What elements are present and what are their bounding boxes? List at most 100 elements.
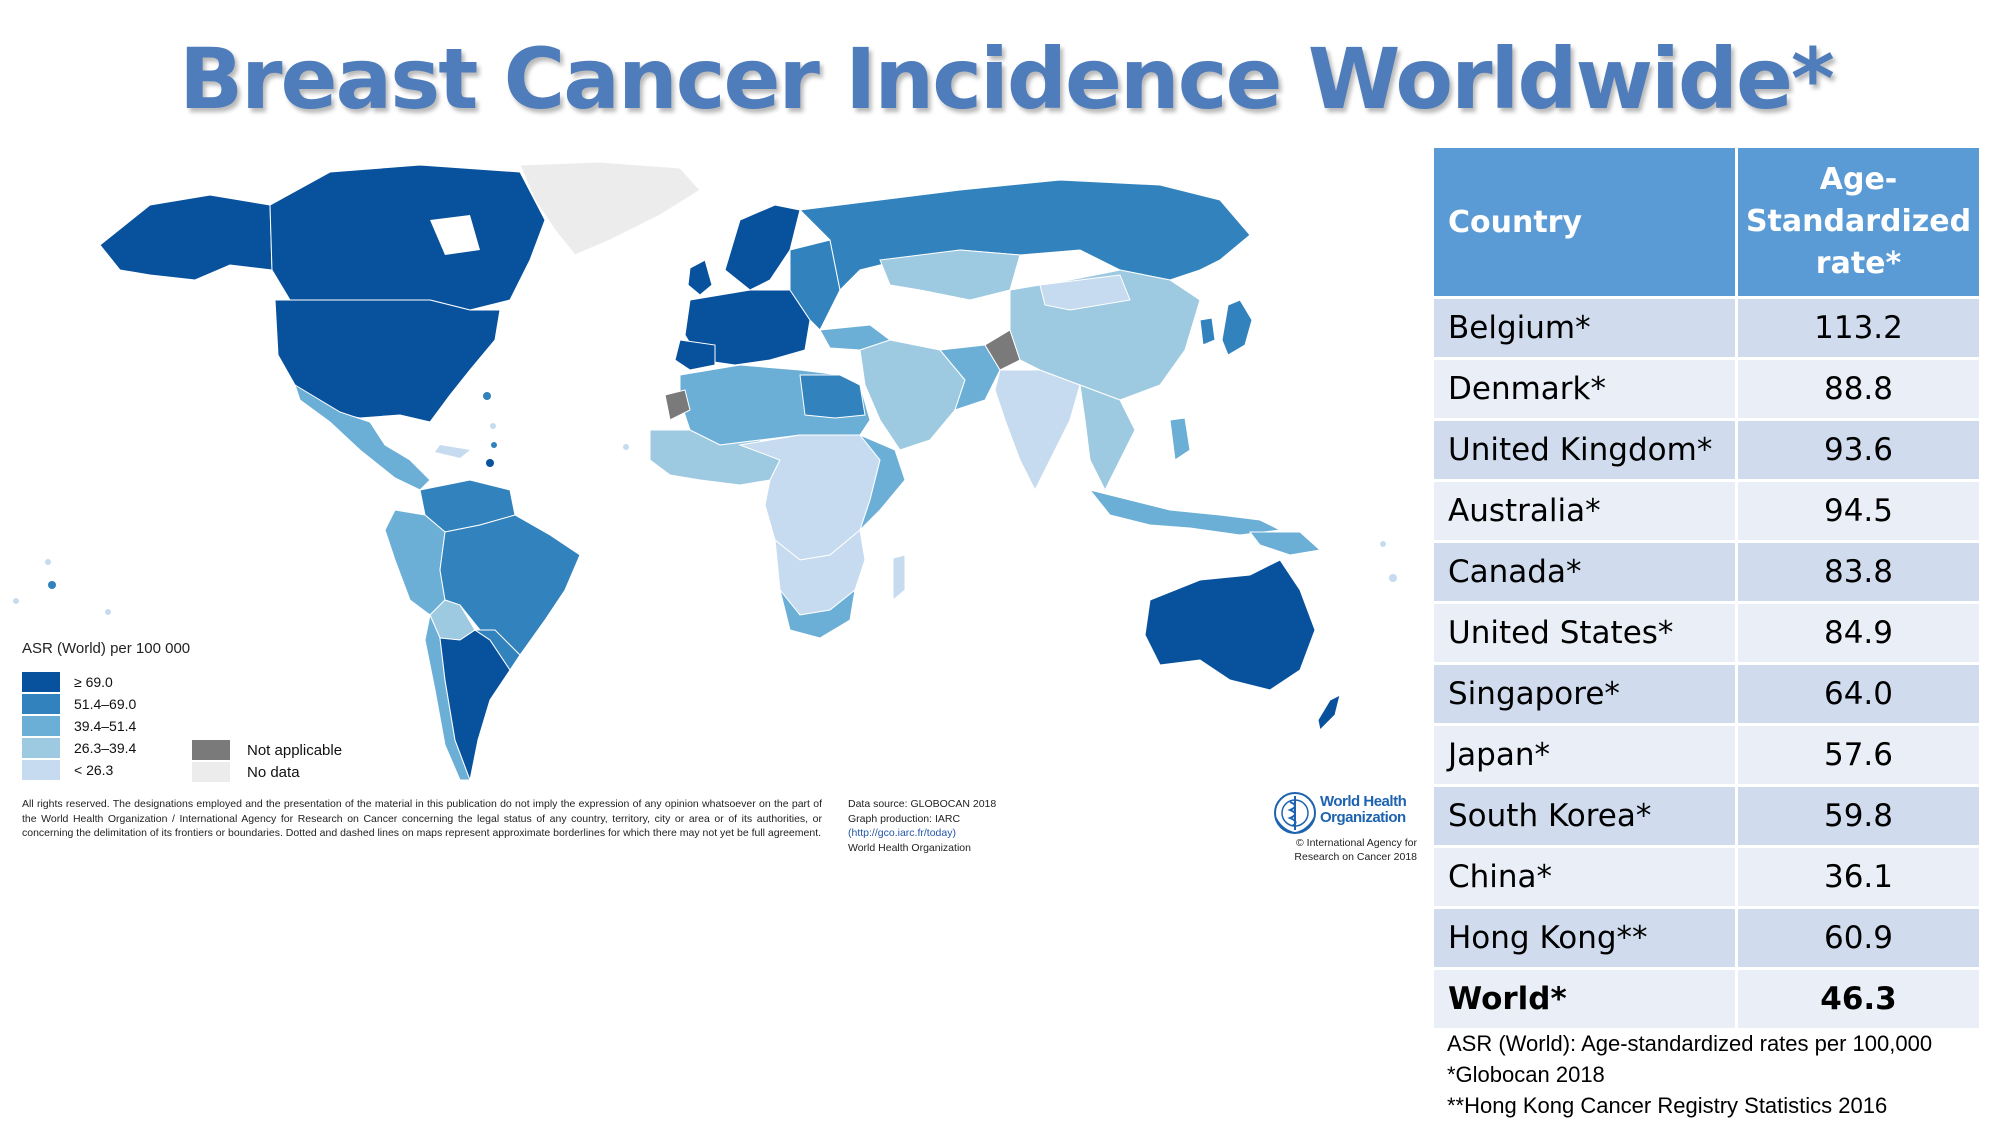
table-notes: ASR (World): Age-standardized rates per … [1447,1028,1932,1121]
region-greenland [519,161,701,256]
table-row: Denmark* 88.8 [1434,358,1982,421]
legend-label: Not applicable [247,741,343,759]
legend-class-4: 26.3–39.4 [22,738,136,758]
region-indonesia [1088,489,1282,536]
country-cell: United States* [1434,602,1738,665]
region-scandinavia [724,204,801,291]
table-row: Hong Kong** 60.9 [1434,907,1982,970]
country-cell: China* [1434,846,1738,909]
who-name: World Health Organization [1320,793,1407,826]
note-line: *Globocan 2018 [1447,1062,1605,1087]
region-southeast-asia [1079,384,1136,492]
country-cell: South Korea* [1434,785,1738,848]
table-row: Australia* 94.5 [1434,480,1982,543]
legend-label: 39.4–51.4 [74,718,137,734]
rate-cell: 83.8 [1736,541,1982,604]
rate-cell: 57.6 [1736,724,1982,787]
region-australia [1144,559,1316,691]
copyright-line: Research on Cancer 2018 [1294,851,1417,863]
table-row: United States* 84.9 [1434,602,1982,665]
copyright-line: © International Agency for [1296,837,1417,849]
copyright-text: © International Agency for Research on C… [1272,836,1417,864]
region-egypt [799,374,866,419]
country-cell: Japan* [1434,724,1738,787]
table-row: Belgium* 113.2 [1434,297,1982,360]
region-japan [1221,299,1253,356]
region-philippines [1169,417,1191,461]
country-cell: Belgium* [1434,297,1738,360]
data-source-line: Data source: GLOBOCAN 2018 [848,798,997,810]
country-cell: Canada* [1434,541,1738,604]
legend-swatch [22,738,60,758]
legend-class-2: 51.4–69.0 [22,694,136,714]
region-kazakhstan [879,249,1021,301]
region-uk-ireland [687,259,713,296]
legend-label: 51.4–69.0 [74,696,137,712]
disclaimer-text: All rights reserved. The designations em… [22,798,822,839]
rate-cell: 59.8 [1736,785,1982,848]
legend-class-5: < 26.3 [22,760,113,780]
legend-label: < 26.3 [74,762,114,778]
region-alaska [99,194,273,281]
region-madagascar [892,554,906,602]
legend-class-3: 39.4–51.4 [22,716,136,736]
region-canada [269,164,546,311]
region-russia [798,179,1251,292]
graph-production-line: Graph production: IARC [848,812,961,825]
rate-cell: 88.8 [1736,358,1982,421]
region-png [1248,531,1322,556]
table-header-row: Country Age- Standardized rate* [1434,148,1982,299]
region-argentina [439,629,511,780]
legend-no-data: No data [192,762,300,782]
note-line: **Hong Kong Cancer Registry Statistics 2… [1447,1093,1888,1118]
region-uruguay-paraguay [473,629,521,671]
table-row: South Korea* 59.8 [1434,785,1982,848]
legend-not-applicable: Not applicable [192,740,342,760]
country-cell: Singapore* [1434,663,1738,726]
table-row: China* 36.1 [1434,846,1982,909]
organization-line: World Health Organization [848,841,971,854]
legend-swatch [22,694,60,714]
rate-cell: 113.2 [1736,297,1982,360]
data-source: Data source: GLOBOCAN 2018 Graph product… [848,797,996,855]
table-row-world: World* 46.3 [1434,968,1982,1031]
who-name-line: World Health [1320,793,1407,810]
header-rate-line: rate* [1815,246,1902,281]
header-rate-line: Age- [1819,162,1898,197]
rate-cell: 36.1 [1736,846,1982,909]
region-middle-east [859,339,966,451]
page-title: Breast Cancer Incidence Worldwide* [179,30,1835,128]
legend-swatch [22,672,60,692]
country-cell: United Kingdom* [1434,419,1738,482]
country-cell: Australia* [1434,480,1738,543]
region-korea [1199,317,1216,346]
source-link[interactable]: (http://gco.iarc.fr/today) [848,827,956,839]
legend-swatch [22,716,60,736]
table-row: United Kingdom* 93.6 [1434,419,1982,482]
table-row: Singapore* 64.0 [1434,663,1982,726]
table-row: Japan* 57.6 [1434,724,1982,787]
region-mexico [294,383,431,491]
legend-title: ASR (World) per 100 000 [22,640,191,657]
rate-cell: 93.6 [1736,419,1982,482]
region-india [994,369,1081,492]
header-rate: Age- Standardized rate* [1736,148,1982,299]
note-line: ASR (World): Age-standardized rates per … [1447,1031,1933,1056]
region-mongolia [1039,274,1131,311]
legend-label: 26.3–39.4 [74,740,137,756]
header-rate-line: Standardized [1745,204,1972,239]
region-western-sahara [664,389,691,421]
region-east-africa [859,434,906,531]
country-cell: Denmark* [1434,358,1738,421]
rate-cell: 64.0 [1736,663,1982,726]
region-iberia [674,339,716,371]
rate-cell: 94.5 [1736,480,1982,543]
table-row: Canada* 83.8 [1434,541,1982,604]
legend-class-1: ≥ 69.0 [22,672,113,692]
rate-cell: 46.3 [1736,968,1982,1031]
legend-swatch [192,762,230,782]
rate-cell: 84.9 [1736,602,1982,665]
legend-swatch [22,760,60,780]
world-map [13,161,1397,780]
legend-swatch [192,740,230,760]
